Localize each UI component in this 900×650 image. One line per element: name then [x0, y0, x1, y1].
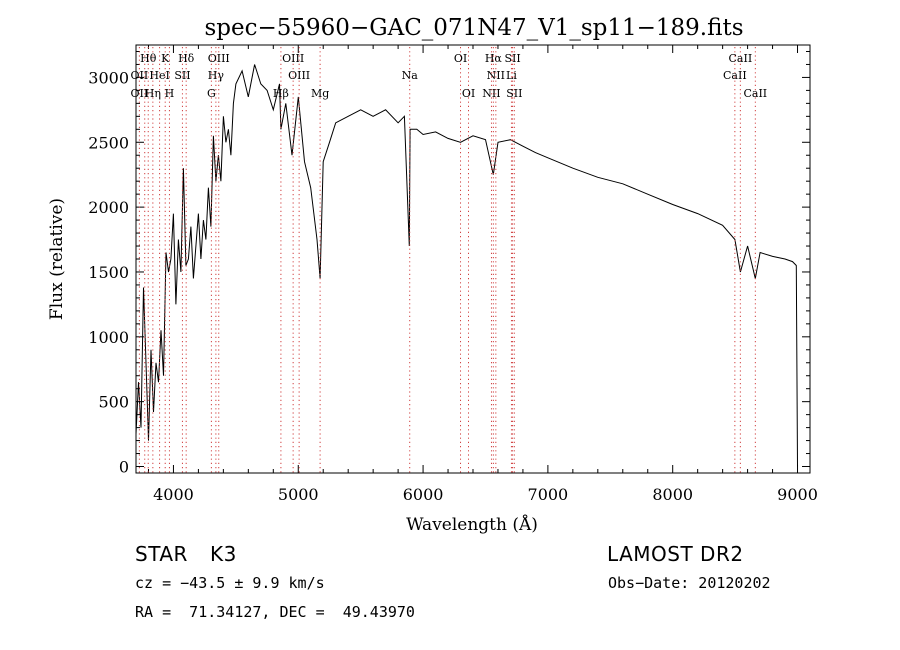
spectral-line-label: G [207, 87, 216, 100]
spectral-line-label: Hθ [140, 52, 157, 65]
y-tick-label: 500 [98, 393, 129, 412]
x-tick-label: 4000 [153, 485, 194, 504]
x-tick-label: 5000 [278, 485, 319, 504]
spectral-line-label: HeI [149, 69, 169, 82]
spectral-line-label: Hδ [178, 52, 195, 65]
spectral-line-label: Hα [485, 52, 503, 65]
spectral-line-label: Hη [145, 87, 161, 100]
object-class: STAR [135, 542, 188, 566]
spectral-line-label: OIII [288, 69, 310, 82]
x-tick-label: 9000 [777, 485, 818, 504]
object-subclass: K3 [210, 542, 237, 566]
survey-name: LAMOST DR2 [607, 542, 744, 566]
y-tick-label: 1000 [88, 328, 129, 347]
y-axis-label: Flux (relative) [47, 198, 67, 320]
spectral-line-label: Hβ [273, 87, 289, 100]
spectral-line-label: K [161, 52, 170, 65]
x-tick-label: 6000 [403, 485, 444, 504]
spectral-line-label: Mg [311, 87, 329, 100]
spectral-line-label: OII [131, 87, 149, 100]
spectral-line-label: Li [506, 69, 517, 82]
x-axis-label: Wavelength (Å) [406, 514, 538, 535]
observation-date: Obs−Date: 20120202 [608, 574, 771, 592]
spectral-line-label: SII [504, 52, 520, 65]
redshift-velocity: cz = −43.5 ± 9.9 km/s [135, 574, 325, 592]
spectral-line-label: OIII [208, 52, 230, 65]
y-tick-label: 0 [119, 458, 129, 477]
spectral-line-label: SII [174, 69, 190, 82]
spectral-line-label: OI [462, 87, 475, 100]
spectral-line-label: NII [482, 87, 500, 100]
spectral-line-label: SII [506, 87, 522, 100]
y-tick-label: 1500 [88, 263, 129, 282]
chart-title: spec−55960−GAC_071N47_V1_sp11−189.fits [204, 15, 743, 41]
y-tick-label: 2500 [88, 133, 129, 152]
x-tick-label: 7000 [528, 485, 569, 504]
spectral-line-label: Na [402, 69, 419, 82]
spectral-line-label: OIII [282, 52, 304, 65]
sky-coordinates: RA = 71.34127, DEC = 49.43970 [135, 603, 415, 621]
spectral-line-label: OII [131, 69, 149, 82]
spectral-line-label: CaII [723, 69, 747, 82]
spectral-line-label: OI [454, 52, 467, 65]
spectral-line-label: Hγ [208, 69, 225, 82]
spectral-line-label: NII [487, 69, 505, 82]
x-tick-label: 8000 [652, 485, 693, 504]
spectrum-line [136, 64, 798, 467]
spectral-line-label: CaII [729, 52, 753, 65]
y-tick-label: 2000 [88, 198, 129, 217]
plot-frame [135, 44, 811, 474]
spectral-line-label: H [165, 87, 175, 100]
y-tick-label: 3000 [88, 68, 129, 87]
spectral-line-label: CaII [743, 87, 767, 100]
